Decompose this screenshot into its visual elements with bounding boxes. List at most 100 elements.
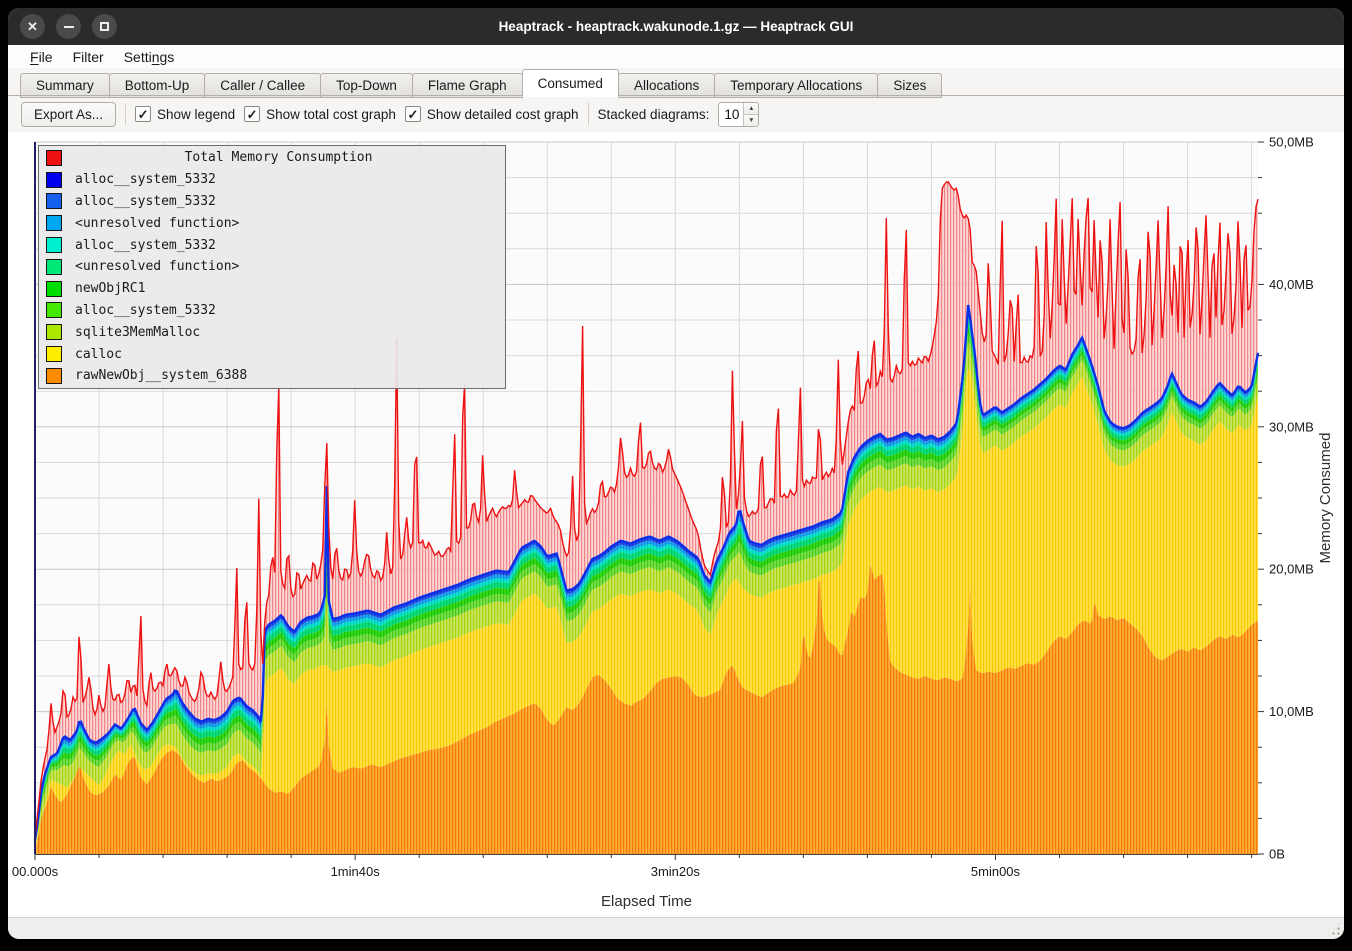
heaptrack-window: ✕ Heaptrack - heaptrack.wakunode.1.gz — …	[8, 8, 1344, 939]
minimize-icon	[63, 25, 74, 28]
area-rawNewObj__system_6388	[35, 563, 1258, 854]
window-controls: ✕	[20, 8, 117, 45]
tab-consumed[interactable]: Consumed	[521, 69, 619, 97]
y-axis-title: Memory Consumed	[1317, 433, 1334, 564]
tab-sizes[interactable]: Sizes	[877, 72, 943, 98]
stack-top-line	[33, 304, 1260, 840]
window-title: Heaptrack - heaptrack.wakunode.1.gz — He…	[498, 19, 854, 34]
consumed-chart[interactable]: 00.000s 1min40s 3min20s 5min00s 0B 10,0MB 20,0…	[8, 132, 1344, 917]
area-calloc	[35, 369, 1258, 852]
legend-label: <unresolved function>	[75, 259, 240, 275]
maximize-button[interactable]	[92, 14, 117, 39]
chart-legend: Total Memory Consumption alloc__system_53…	[38, 145, 506, 389]
y-tick-label: 10,0MB	[1269, 704, 1314, 719]
spinbox-value[interactable]: 10	[724, 106, 740, 122]
x-axis-title: Elapsed Time	[601, 893, 692, 910]
checkbox-show-detailed-cost-graph[interactable]: ✓ Show detailed cost graph	[404, 106, 579, 122]
spinbox-down-icon[interactable]: ▼	[744, 114, 759, 126]
menu-filter[interactable]: Filter	[72, 48, 104, 65]
y-tick-label: 30,0MB	[1269, 419, 1314, 434]
checkbox-label: Show total cost graph	[266, 106, 396, 122]
stacked-diagrams-spinbox[interactable]: 10 ▲ ▼	[718, 101, 760, 127]
legend-row: alloc__system_5332	[39, 191, 505, 213]
legend-row: <unresolved function>	[39, 212, 505, 234]
legend-label: rawNewObj__system_6388	[75, 368, 248, 384]
legend-row: sqlite3MemMalloc	[39, 321, 505, 343]
legend-row: alloc__system_5332	[39, 300, 505, 322]
tab-temporary-allocations[interactable]: Temporary Allocations	[714, 72, 879, 98]
titlebar: ✕ Heaptrack - heaptrack.wakunode.1.gz — …	[8, 8, 1344, 45]
tabbar: Summary Bottom-Up Caller / Callee Top-Down F…	[8, 68, 1344, 98]
legend-label: alloc__system_5332	[75, 193, 216, 209]
stacked-diagrams-label: Stacked diagrams:	[597, 106, 710, 122]
legend-row: newObjRC1	[39, 278, 505, 300]
legend-swatch	[46, 193, 62, 210]
legend-label: alloc__system_5332	[75, 237, 216, 253]
legend-swatch	[46, 302, 62, 319]
x-tick-label: 00.000s	[12, 864, 59, 879]
checkbox-show-total-cost-graph[interactable]: ✓ Show total cost graph	[244, 106, 396, 122]
legend-title-row: Total Memory Consumption	[39, 147, 505, 169]
spinbox-up-icon[interactable]: ▲	[744, 102, 759, 115]
area-total-memory-consumption	[35, 181, 1258, 840]
legend-label: sqlite3MemMalloc	[75, 324, 201, 340]
menubar: File Filter Settings	[8, 45, 1344, 68]
tab-allocations[interactable]: Allocations	[617, 72, 716, 98]
checkbox-check-icon[interactable]: ✓	[404, 106, 421, 122]
legend-swatch	[46, 149, 62, 166]
x-tick-label: 5min00s	[971, 864, 1021, 879]
legend-label: newObjRC1	[75, 281, 146, 297]
legend-label: alloc__system_5332	[75, 302, 216, 318]
tab-bottom-up[interactable]: Bottom-Up	[108, 72, 206, 98]
tab-flame-graph[interactable]: Flame Graph	[411, 72, 523, 98]
checkbox-show-legend[interactable]: ✓ Show legend	[135, 106, 235, 122]
legend-swatch	[46, 280, 62, 297]
legend-swatch	[46, 237, 62, 254]
checkbox-label: Show legend	[157, 106, 236, 122]
checkbox-check-icon[interactable]: ✓	[135, 106, 152, 122]
legend-label: calloc	[75, 346, 122, 362]
y-tick-label: 50,0MB	[1269, 135, 1314, 150]
menu-settings[interactable]: Settings	[123, 48, 175, 65]
maximize-icon	[100, 22, 109, 31]
toolbar-separator	[587, 103, 589, 125]
legend-swatch	[46, 215, 62, 232]
y-tick-label: 20,0MB	[1269, 562, 1314, 577]
legend-label: alloc__system_5332	[75, 172, 216, 188]
checkbox-check-icon[interactable]: ✓	[244, 106, 261, 122]
menu-file[interactable]: File	[30, 48, 53, 65]
tab-summary[interactable]: Summary	[20, 72, 110, 98]
legend-row: alloc__system_5332	[39, 234, 505, 256]
memory-consumption-plot[interactable]: 00.000s 1min40s 3min20s 5min00s 0B 10,0MB 20,0…	[8, 132, 1344, 917]
minimize-button[interactable]	[56, 14, 81, 39]
legend-swatch	[46, 171, 62, 188]
tab-caller-callee[interactable]: Caller / Callee	[204, 72, 322, 98]
export-as-button[interactable]: Export As...	[21, 101, 117, 127]
tab-top-down[interactable]: Top-Down	[320, 72, 413, 98]
legend-label: Total Memory Consumption	[184, 150, 373, 166]
area-sqlite3MemMalloc	[35, 342, 1258, 847]
close-button[interactable]: ✕	[20, 14, 45, 39]
toolbar-separator	[125, 103, 127, 125]
legend-row: rawNewObj__system_6388	[39, 365, 505, 387]
y-tick-label: 0B	[1269, 847, 1285, 862]
legend-swatch	[46, 324, 62, 341]
legend-swatch	[46, 346, 62, 363]
legend-swatch	[46, 367, 62, 384]
x-tick-label: 3min20s	[651, 864, 701, 879]
legend-row: calloc	[39, 343, 505, 365]
x-tick-label: 1min40s	[331, 864, 381, 879]
legend-row: alloc__system_5332	[39, 169, 505, 191]
legend-swatch	[46, 258, 62, 275]
axis-ticks	[34, 141, 1264, 860]
statusbar	[8, 917, 1344, 939]
total-consumption-line	[34, 181, 1259, 837]
checkbox-label: Show detailed cost graph	[426, 106, 579, 122]
y-tick-label: 40,0MB	[1269, 277, 1314, 292]
legend-row: <unresolved function>	[39, 256, 505, 278]
legend-label: <unresolved function>	[75, 215, 240, 231]
close-icon: ✕	[27, 19, 38, 34]
resize-grip-icon[interactable]	[1327, 922, 1341, 936]
toolbar: Export As... ✓ Show legend ✓ Show total cos…	[8, 96, 1344, 132]
